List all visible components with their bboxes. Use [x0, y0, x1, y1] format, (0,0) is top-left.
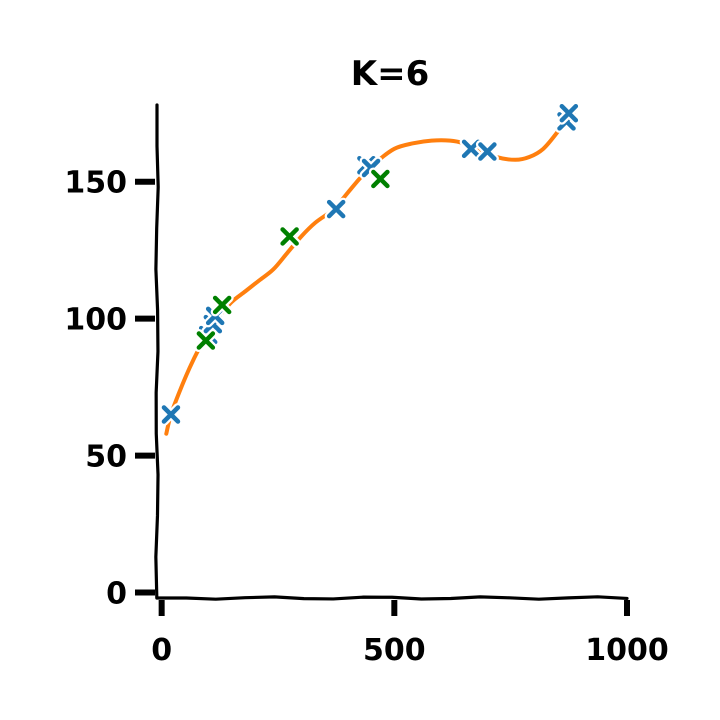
y-tick-label: 50: [85, 440, 127, 475]
x-axis-line: [155, 595, 629, 601]
y-tick-label: 150: [64, 166, 127, 201]
y-axis-line: [154, 103, 160, 600]
test-point-marker: [210, 293, 234, 317]
x-tick-label: 500: [363, 633, 426, 668]
x-tick-label: 1000: [585, 633, 669, 668]
train-point-marker: [324, 197, 348, 221]
test-point-marker: [368, 167, 392, 191]
test-point-marker: [278, 224, 302, 248]
marker-layer: [159, 101, 581, 426]
x-tick-label: 0: [151, 633, 172, 668]
test-point-marker: [194, 329, 218, 353]
y-tick-label: 100: [64, 303, 127, 338]
train-point-marker: [557, 101, 581, 125]
axes: 0 500 1000 0 50 100 150: [64, 103, 669, 668]
y-tick-label: 0: [106, 577, 127, 612]
train-point-marker: [475, 140, 499, 164]
train-point-marker: [159, 402, 183, 426]
train-point-marker: [459, 137, 483, 161]
chart-title: K=6: [351, 54, 430, 94]
